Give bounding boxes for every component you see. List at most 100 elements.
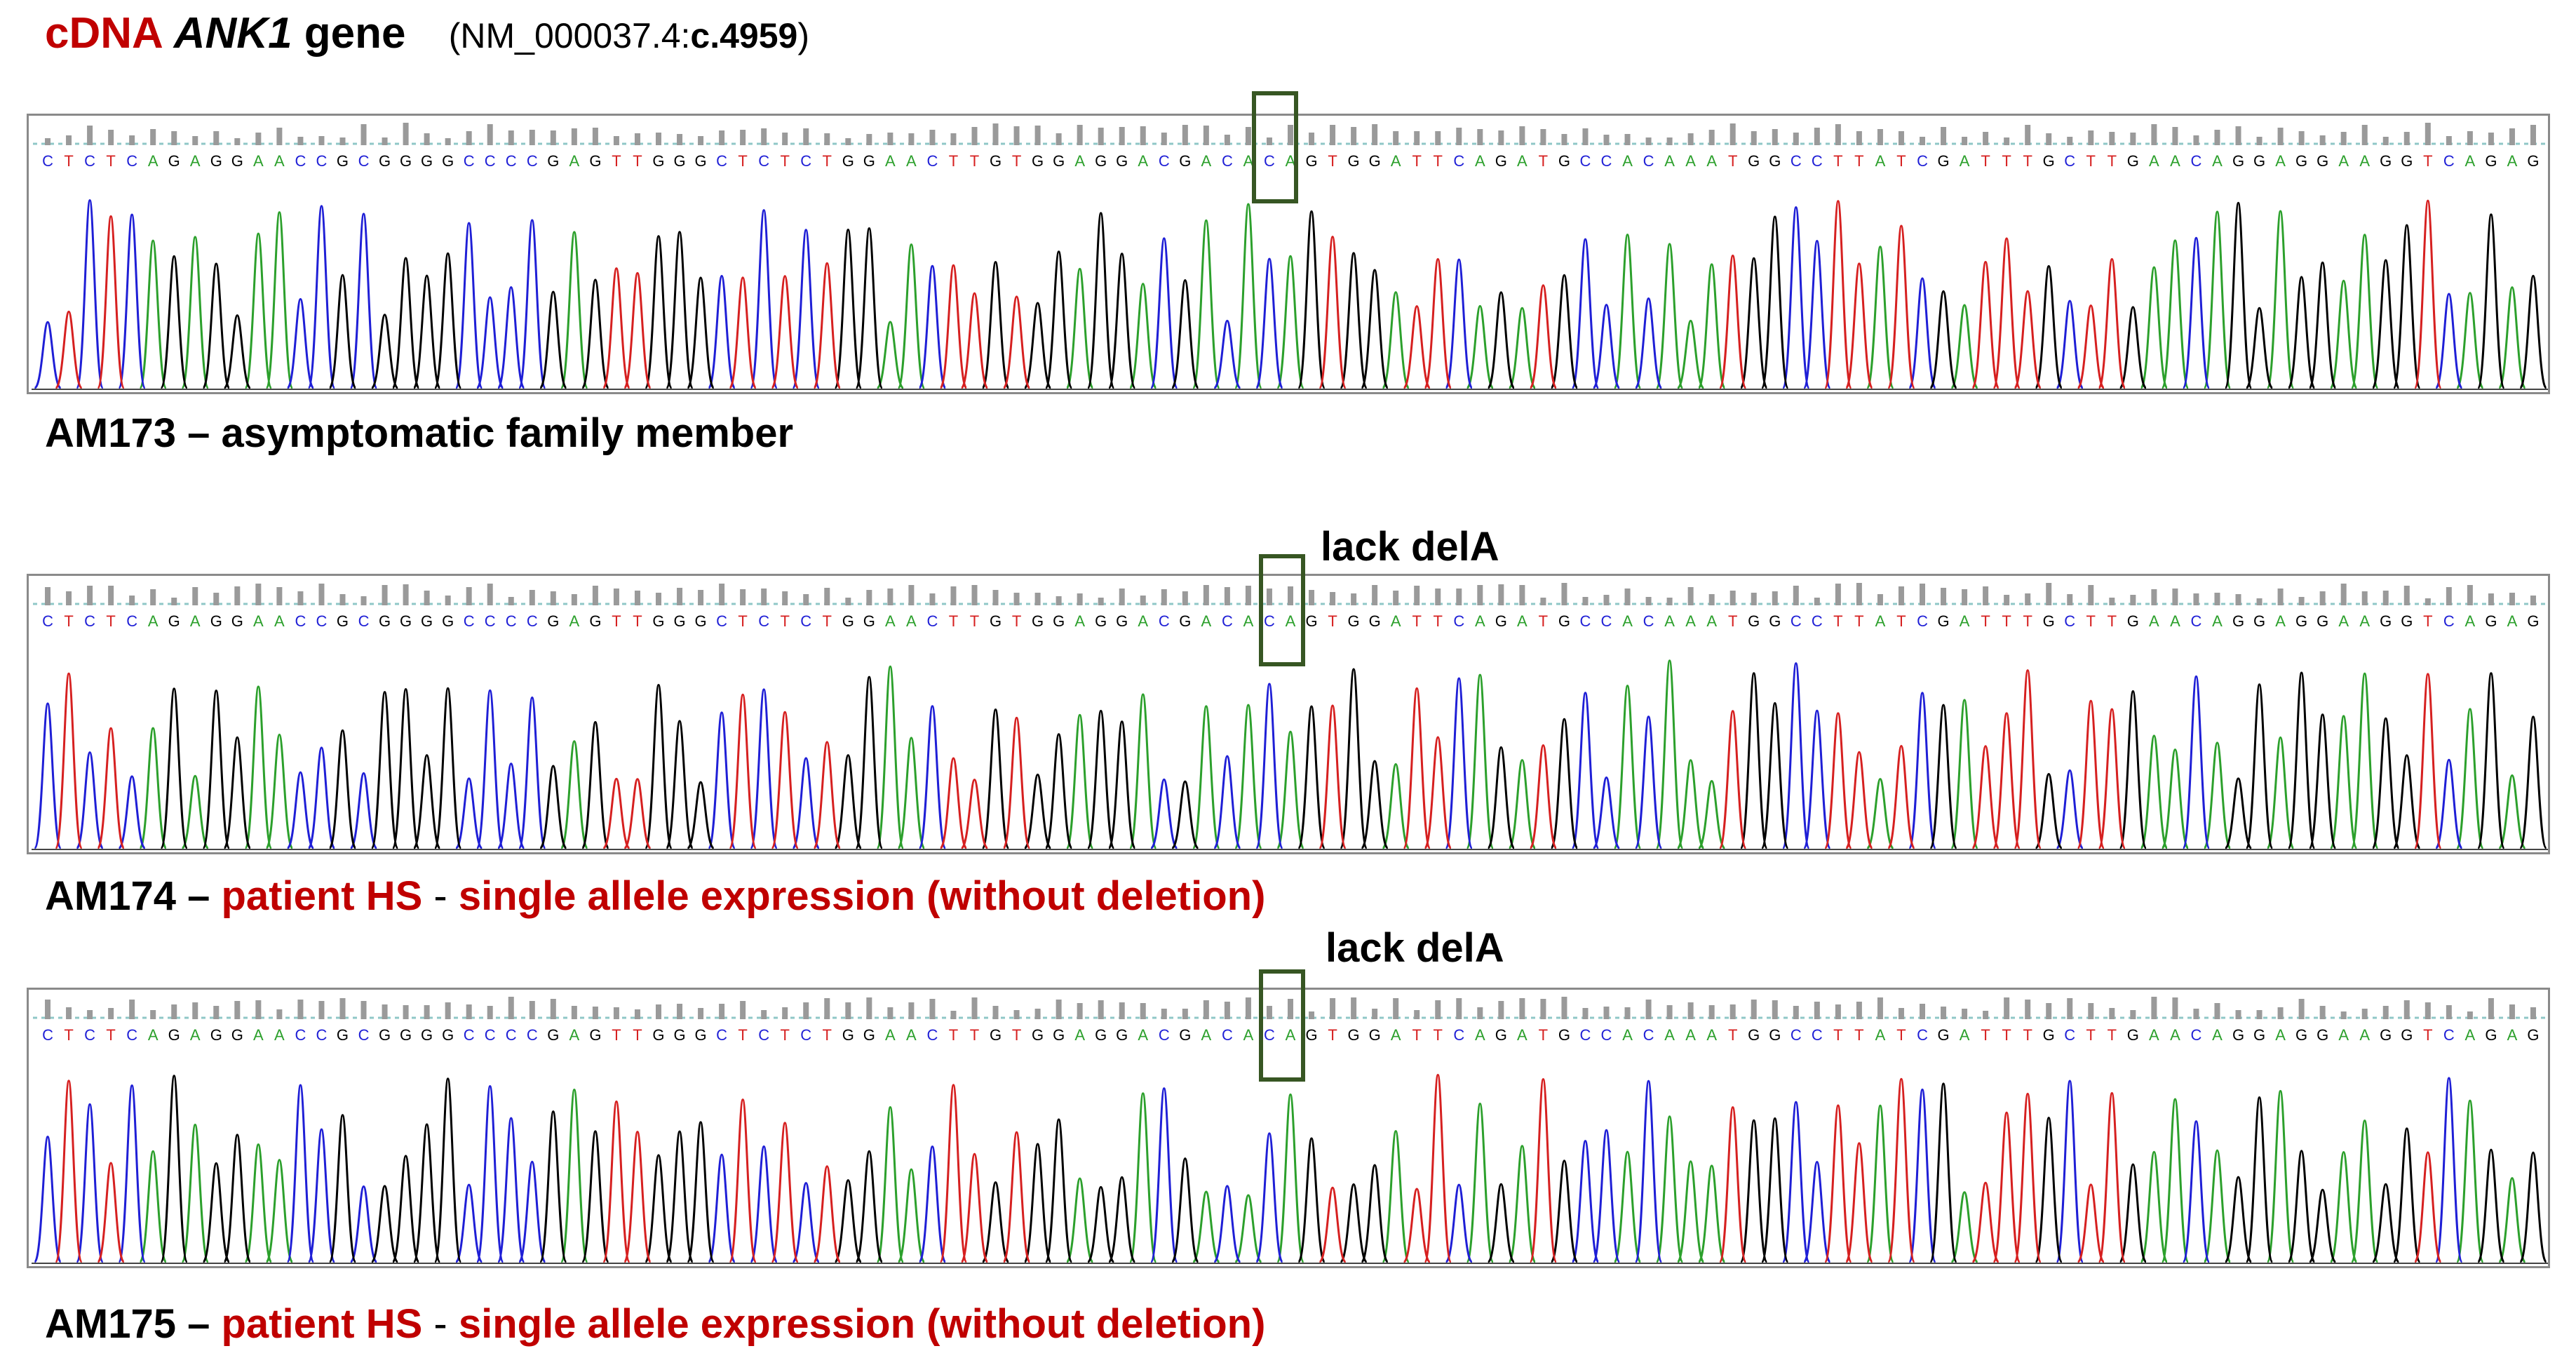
quality-bar xyxy=(339,998,346,1019)
quality-bar xyxy=(571,594,577,605)
quality-bar xyxy=(1140,596,1146,605)
base-call-am173: A xyxy=(1391,152,1401,170)
base-call-am173: C xyxy=(464,152,475,170)
quality-bar xyxy=(108,586,114,605)
quality-bar xyxy=(276,1009,283,1019)
base-call-am173: A xyxy=(190,152,201,170)
quality-bar xyxy=(1456,998,1462,1019)
quality-bar xyxy=(1119,127,1125,145)
base-call-am175: A xyxy=(1685,1026,1696,1044)
quality-bar xyxy=(1077,593,1083,605)
base-call-am173: G xyxy=(421,152,433,170)
quality-bar xyxy=(1182,1009,1188,1019)
caption-description-am173: asymptomatic family member xyxy=(221,410,794,456)
quality-bar xyxy=(171,598,177,605)
quality-bar xyxy=(2004,997,2010,1019)
quality-bar xyxy=(1877,129,1883,145)
quality-bar xyxy=(2319,591,2326,605)
base-call-am173: C xyxy=(800,152,811,170)
quality-bar xyxy=(1751,131,1757,145)
base-call-am174: C xyxy=(1812,612,1823,630)
quality-bar xyxy=(2488,593,2494,605)
quality-bar xyxy=(2403,132,2410,145)
base-call-am173: C xyxy=(926,152,938,170)
base-call-am174: C xyxy=(1580,612,1591,630)
quality-bar xyxy=(2488,998,2494,1019)
base-call-am174: T xyxy=(1328,612,1337,630)
quality-bar xyxy=(634,591,640,605)
quality-bar xyxy=(382,585,388,605)
title-reference: (NM_000037.4:c.4959) xyxy=(449,16,809,55)
base-call-am173: A xyxy=(1960,152,1970,170)
base-call-am173: A xyxy=(2507,152,2518,170)
quality-bar xyxy=(1983,1011,1989,1019)
base-call-am174: T xyxy=(1728,612,1737,630)
base-call-am175: T xyxy=(2423,1026,2432,1044)
quality-bar xyxy=(803,1002,809,1019)
quality-bar xyxy=(45,1000,51,1019)
base-call-am174: A xyxy=(906,612,917,630)
base-call-am173: A xyxy=(906,152,917,170)
caption-separator-am173: – xyxy=(175,410,222,456)
quality-bar xyxy=(403,123,409,145)
base-call-am173: A xyxy=(1286,152,1296,170)
quality-bar xyxy=(1519,585,1525,605)
base-call-am175: A xyxy=(2359,1026,2370,1044)
base-call-am174: C xyxy=(485,612,496,630)
base-call-am175: G xyxy=(547,1026,559,1044)
base-call-am173: T xyxy=(2108,152,2117,170)
base-call-am173: C xyxy=(2443,152,2455,170)
quality-bar xyxy=(1920,1004,1926,1019)
quality-bar xyxy=(1266,1006,1272,1019)
quality-bar xyxy=(2488,133,2494,145)
quality-bar xyxy=(297,1000,304,1019)
base-call-am174: C xyxy=(84,612,95,630)
base-call-am175: T xyxy=(780,1026,789,1044)
base-call-am174: A xyxy=(1960,612,1970,630)
quality-bar xyxy=(1983,586,1989,605)
quality-bar xyxy=(276,587,283,605)
base-call-am174: G xyxy=(1053,612,1065,630)
quality-bar xyxy=(1435,589,1441,605)
quality-bar xyxy=(1034,1009,1041,1019)
quality-bar xyxy=(655,133,661,145)
base-call-am174: C xyxy=(716,612,727,630)
base-call-am174: G xyxy=(1769,612,1781,630)
quality-bar xyxy=(2509,128,2515,145)
trace-t xyxy=(54,199,2442,389)
quality-bar xyxy=(634,133,640,145)
quality-bar xyxy=(2151,589,2157,605)
quality-bar xyxy=(2382,591,2389,605)
base-call-am174: T xyxy=(949,612,958,630)
quality-bar xyxy=(2403,586,2410,605)
base-call-am175: G xyxy=(1348,1026,1360,1044)
base-call-am173: G xyxy=(1558,152,1570,170)
base-call-am174: T xyxy=(2002,612,2011,630)
quality-bar xyxy=(1456,128,1462,145)
quality-bar xyxy=(950,586,957,605)
quality-bar xyxy=(339,137,346,145)
base-call-am175: G xyxy=(652,1026,664,1044)
quality-bar xyxy=(1034,593,1041,605)
quality-bar xyxy=(424,591,430,605)
quality-bar xyxy=(360,124,367,145)
base-call-am173: G xyxy=(1179,152,1191,170)
quality-bar xyxy=(1119,589,1125,605)
base-call-am175: C xyxy=(1159,1026,1170,1044)
base-call-am174: G xyxy=(652,612,664,630)
quality-bar xyxy=(2214,593,2220,605)
base-call-am175: C xyxy=(800,1026,811,1044)
base-call-am173: G xyxy=(990,152,1002,170)
base-call-am174: C xyxy=(1222,612,1233,630)
trace-a xyxy=(139,659,2527,849)
base-call-am173: C xyxy=(716,152,727,170)
base-call-am175: A xyxy=(253,1026,264,1044)
base-call-am175: A xyxy=(190,1026,201,1044)
quality-bar xyxy=(445,138,451,145)
quality-bar xyxy=(2109,1008,2115,1019)
quality-bar xyxy=(1856,131,1862,145)
base-call-am173: G xyxy=(1053,152,1065,170)
quality-bar xyxy=(571,1006,577,1019)
base-call-am173: T xyxy=(823,152,832,170)
title-ref-variant: c.4959 xyxy=(690,16,798,55)
